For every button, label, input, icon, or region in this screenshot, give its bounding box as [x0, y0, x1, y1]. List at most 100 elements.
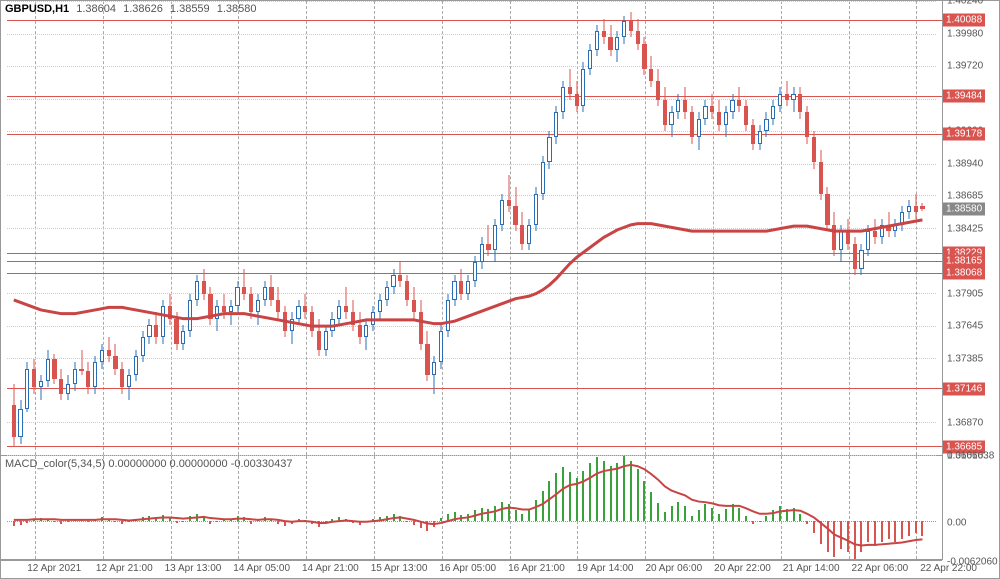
candle	[724, 1, 728, 455]
candle	[602, 1, 606, 455]
ohlc-h: 1.38626	[123, 3, 163, 15]
candle	[656, 1, 660, 455]
price-tick-label: 1.39980	[947, 28, 983, 39]
candle	[351, 1, 355, 455]
candle	[378, 1, 382, 455]
candle	[703, 1, 707, 455]
price-tick-label: 1.38940	[947, 158, 983, 169]
price-tick-label: 1.37905	[947, 288, 983, 299]
candle	[181, 1, 185, 455]
hline-price-box: 1.39484	[943, 89, 985, 102]
candle	[832, 1, 836, 455]
candle	[608, 1, 612, 455]
candle	[595, 1, 599, 455]
ohlc-l: 1.38559	[170, 3, 210, 15]
candle	[554, 1, 558, 455]
macd-label: MACD_color(5,34,5)	[5, 458, 105, 470]
candle	[758, 1, 762, 455]
candle	[141, 1, 145, 455]
candle	[805, 1, 809, 455]
candle	[561, 1, 565, 455]
hline-price-box: 1.40088	[943, 14, 985, 27]
candle	[385, 1, 389, 455]
candle	[161, 1, 165, 455]
candle	[642, 1, 646, 455]
candle	[364, 1, 368, 455]
candle	[846, 1, 850, 455]
hline-price-box: 1.37146	[943, 382, 985, 395]
time-tick-label: 13 Apr 13:00	[165, 563, 222, 574]
candle	[697, 1, 701, 455]
candle	[147, 1, 151, 455]
candle	[886, 1, 890, 455]
candle	[669, 1, 673, 455]
candle	[310, 1, 314, 455]
candle	[710, 1, 714, 455]
candle	[547, 1, 551, 455]
candle	[825, 1, 829, 455]
candle	[568, 1, 572, 455]
candle	[93, 1, 97, 455]
candle	[12, 1, 16, 455]
price-panel[interactable]: GBPUSD,H1 1.38604 1.38626 1.38559 1.3858…	[1, 1, 942, 456]
time-tick-label: 12 Apr 21:00	[96, 563, 153, 574]
candle	[32, 1, 36, 455]
candle	[296, 1, 300, 455]
candle	[764, 1, 768, 455]
candle	[859, 1, 863, 455]
candle	[405, 1, 409, 455]
candle	[174, 1, 178, 455]
candle	[649, 1, 653, 455]
candle	[636, 1, 640, 455]
time-tick-label: 16 Apr 21:00	[508, 563, 565, 574]
macd-v0: 0.00000000	[108, 458, 166, 470]
candle	[866, 1, 870, 455]
macd-panel[interactable]: MACD_color(5,34,5) 0.00000000 0.00000000…	[1, 456, 942, 560]
macd-title-bar: MACD_color(5,34,5) 0.00000000 0.00000000…	[5, 458, 292, 470]
candle	[798, 1, 802, 455]
candle	[839, 1, 843, 455]
candle	[66, 1, 70, 455]
candle	[263, 1, 267, 455]
price-tick-label: 1.37385	[947, 353, 983, 364]
candle	[473, 1, 477, 455]
candle	[778, 1, 782, 455]
candle	[785, 1, 789, 455]
candle	[222, 1, 226, 455]
candle	[466, 1, 470, 455]
time-axis: 12 Apr 202112 Apr 21:0013 Apr 13:0014 Ap…	[1, 560, 942, 578]
candle	[717, 1, 721, 455]
candle	[120, 1, 124, 455]
candle	[819, 1, 823, 455]
candle	[907, 1, 911, 455]
candle	[507, 1, 511, 455]
candle	[229, 1, 233, 455]
candle	[500, 1, 504, 455]
candle	[249, 1, 253, 455]
candle	[412, 1, 416, 455]
time-tick-label: 22 Apr 06:00	[852, 563, 909, 574]
candle	[330, 1, 334, 455]
candle	[269, 1, 273, 455]
macd-plot-area	[7, 456, 936, 559]
candle	[914, 1, 918, 455]
candle	[744, 1, 748, 455]
candle	[520, 1, 524, 455]
candle	[615, 1, 619, 455]
macd-signal-line	[7, 456, 936, 559]
candle	[317, 1, 321, 455]
candle	[880, 1, 884, 455]
time-tick-label: 21 Apr 14:00	[783, 563, 840, 574]
candle	[853, 1, 857, 455]
hline-price-box: 1.39178	[943, 128, 985, 141]
candle	[425, 1, 429, 455]
candle	[432, 1, 436, 455]
candle	[195, 1, 199, 455]
price-tick-label: 1.40240	[947, 0, 983, 7]
hline-price-box: 1.38068	[943, 267, 985, 280]
candle	[113, 1, 117, 455]
hline-price-box: 1.38165	[943, 255, 985, 268]
macd-tick-label: 0.00	[947, 518, 966, 529]
candle	[690, 1, 694, 455]
time-tick-label: 12 Apr 2021	[27, 563, 81, 574]
